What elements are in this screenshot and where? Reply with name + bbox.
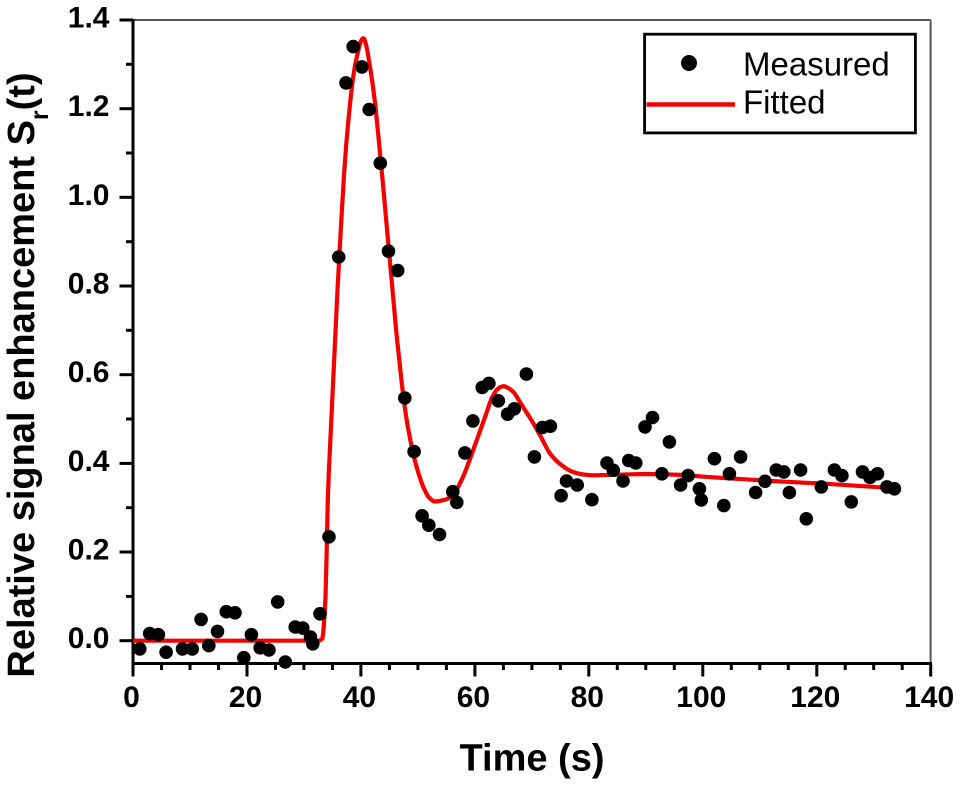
svg-text:1.2: 1.2	[68, 90, 110, 123]
svg-text:120: 120	[790, 681, 840, 714]
svg-text:0: 0	[123, 681, 140, 714]
svg-text:0.4: 0.4	[68, 445, 110, 478]
svg-text:1.0: 1.0	[68, 179, 110, 212]
svg-text:0.2: 0.2	[68, 534, 110, 567]
svg-text:40: 40	[343, 681, 376, 714]
svg-text:0.8: 0.8	[68, 268, 110, 301]
svg-text:80: 80	[571, 681, 604, 714]
svg-text:Measured: Measured	[743, 46, 890, 83]
svg-text:60: 60	[457, 681, 490, 714]
svg-text:0.6: 0.6	[68, 356, 110, 389]
svg-text:0.0: 0.0	[68, 622, 110, 655]
svg-text:1.4: 1.4	[68, 2, 110, 35]
svg-text:Time (s): Time (s)	[459, 738, 604, 780]
svg-text:Fitted: Fitted	[743, 84, 826, 121]
svg-text:20: 20	[229, 681, 262, 714]
svg-text:100: 100	[676, 681, 726, 714]
svg-text:140: 140	[904, 681, 954, 714]
